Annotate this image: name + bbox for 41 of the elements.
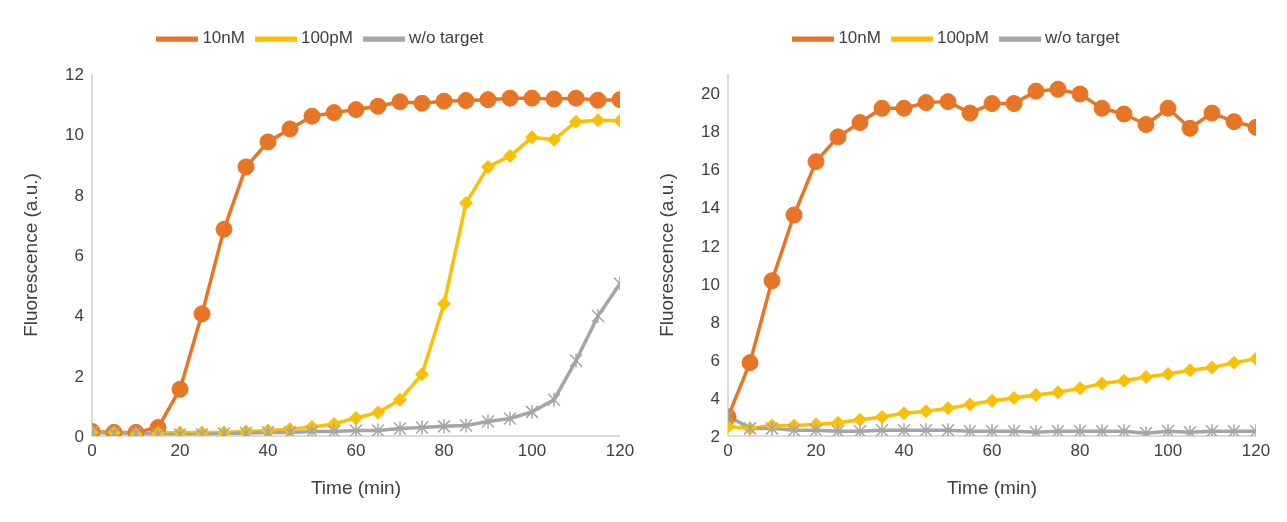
legend-label: 100pM — [936, 28, 989, 48]
y-axis-title: Fluorescence (a.u.) — [655, 173, 677, 337]
x-axis-title: Time (min) — [310, 477, 402, 498]
x-axis-title: Time (min) — [946, 477, 1038, 498]
y-tick-label: 2 — [74, 366, 84, 386]
x-tick-label: 0 — [87, 441, 97, 461]
y-tick-label: 8 — [74, 185, 84, 205]
x-tick-label: 80 — [434, 441, 454, 461]
y-tick-label: 4 — [710, 388, 720, 408]
y-tick-label: 10 — [65, 125, 84, 145]
y-tick-label: 6 — [710, 350, 720, 370]
y-tick-label: 12 — [65, 65, 84, 85]
x-tick-label: 40 — [258, 441, 278, 461]
legend-label: 10nM — [838, 28, 881, 48]
y-tick-label: 2 — [710, 427, 720, 447]
y-tick-label: 4 — [74, 306, 84, 326]
x-tick-label: 40 — [894, 441, 914, 461]
legend-label: w/o target — [1044, 28, 1120, 48]
x-tick-label: 100 — [517, 441, 547, 461]
y-tick-label: 0 — [74, 427, 84, 447]
x-tick-label: 120 — [605, 441, 635, 461]
y-axis-title: Fluorescence (a.u.) — [19, 173, 41, 337]
y-tick-label: 14 — [701, 198, 720, 218]
y-tick-label: 18 — [701, 122, 720, 142]
y-tick-label: 12 — [701, 236, 720, 256]
x-tick-label: 0 — [723, 441, 733, 461]
x-tick-label: 100 — [1153, 441, 1183, 461]
x-tick-label: 80 — [1070, 441, 1090, 461]
x-tick-label: 60 — [982, 441, 1002, 461]
x-tick-label: 60 — [346, 441, 366, 461]
x-tick-label: 20 — [806, 441, 826, 461]
legend-label: 10nM — [202, 28, 245, 48]
legend-label: 100pM — [300, 28, 353, 48]
x-tick-label: 20 — [170, 441, 190, 461]
y-tick-label: 10 — [701, 274, 720, 294]
y-tick-label: 6 — [74, 246, 84, 266]
x-tick-label: 120 — [1241, 441, 1271, 461]
y-tick-label: 16 — [701, 160, 720, 180]
y-tick-label: 8 — [710, 312, 720, 332]
legend-label: w/o target — [408, 28, 484, 48]
y-tick-label: 20 — [701, 84, 720, 104]
